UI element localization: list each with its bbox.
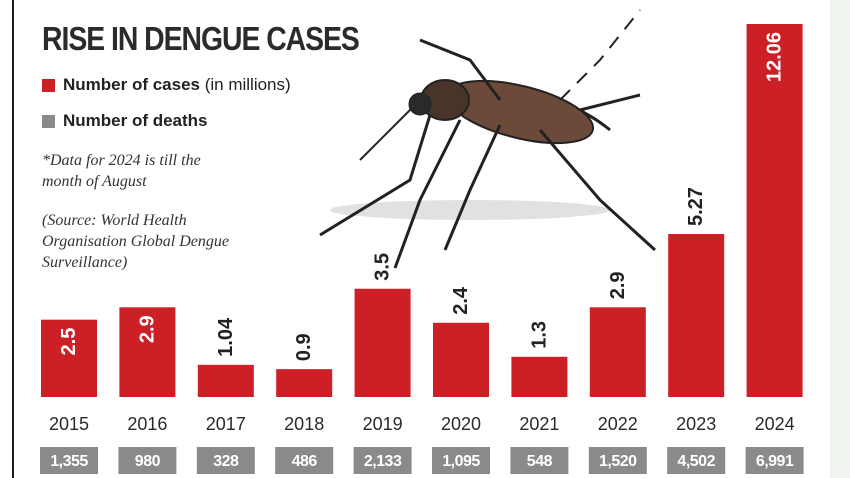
- legend-swatch-deaths: [42, 114, 55, 128]
- bar-2015: [41, 319, 97, 397]
- death-value-2023: 4,502: [677, 453, 715, 470]
- x-tick-label-2024: 2024: [755, 414, 795, 434]
- bar-value-label-2023: 5.27: [685, 187, 707, 226]
- bar-2017: [197, 364, 254, 397]
- death-value-2020: 1,095: [442, 453, 480, 470]
- bar-value-label-2019: 3.5: [372, 253, 394, 281]
- death-box-2022: [588, 447, 647, 474]
- legend-item-cases: Number of cases (in millions): [42, 75, 291, 95]
- death-box-2024: [745, 447, 804, 474]
- bar-2024: [746, 24, 803, 397]
- bar-value-label-2024: 12.06: [764, 32, 786, 82]
- death-value-2019: 2,133: [364, 453, 402, 470]
- legend-swatch-cases: [42, 78, 55, 92]
- x-tick-label-2018: 2018: [284, 414, 324, 434]
- bar-2016: [119, 307, 176, 397]
- mosquito-illustration: [319, 9, 657, 269]
- death-value-2024: 6,991: [756, 453, 794, 470]
- bar-value-label-2022: 2.9: [607, 271, 629, 299]
- legend-label-deaths: Number of deaths: [63, 111, 208, 130]
- death-value-2022: 1,520: [599, 453, 637, 470]
- x-tick-label-2020: 2020: [441, 414, 481, 434]
- death-box-2018: [275, 447, 334, 474]
- death-box-2020: [432, 447, 490, 474]
- left-border-line: [12, 0, 14, 478]
- death-value-2015: 1,355: [50, 453, 88, 470]
- bar-value-label-2021: 1.3: [528, 321, 550, 349]
- death-box-2023: [667, 447, 726, 474]
- x-tick-label-2019: 2019: [363, 414, 403, 434]
- bar-value-label-2020: 2.4: [450, 286, 472, 315]
- bar-2018: [276, 369, 333, 397]
- death-value-2016: 980: [135, 453, 161, 470]
- legend-item-deaths: Number of deaths: [42, 111, 208, 131]
- death-value-2017: 328: [213, 453, 239, 470]
- death-box-2021: [510, 447, 569, 474]
- bar-value-label-2018: 0.9: [293, 333, 315, 361]
- bar-value-label-2015: 2.5: [58, 328, 80, 356]
- chart-title: RISE IN DENGUE CASES: [42, 20, 360, 57]
- bar-2022: [589, 307, 646, 397]
- death-value-2018: 486: [292, 453, 318, 470]
- x-tick-label-2016: 2016: [127, 414, 167, 434]
- death-value-2021: 548: [527, 453, 553, 470]
- bar-2019: [354, 288, 411, 397]
- death-box-2015: [40, 447, 98, 474]
- x-tick-label-2017: 2017: [206, 414, 246, 434]
- x-tick-label-2022: 2022: [598, 414, 638, 434]
- right-edge-strip: [830, 0, 850, 478]
- source-note: (Source: World Health Organisation Globa…: [42, 212, 229, 271]
- death-box-2017: [196, 447, 255, 474]
- bar-2023: [668, 234, 725, 397]
- x-tick-label-2015: 2015: [49, 414, 89, 434]
- death-box-2019: [353, 447, 412, 474]
- bar-value-label-2017: 1.04: [215, 317, 237, 357]
- x-axis-labels: 2015 2016 2017 2018 2019 2020 2021 2022 2023 2024: [49, 414, 795, 434]
- bar-2021: [511, 356, 568, 397]
- x-tick-label-2021: 2021: [519, 414, 559, 434]
- legend-label-cases: Number of cases (in millions): [63, 75, 291, 94]
- death-box-2016: [118, 447, 177, 474]
- data-note: *Data for 2024 is till the month of Augu…: [42, 152, 201, 190]
- bar-2020: [433, 322, 489, 397]
- bar-value-label-2016: 2.9: [136, 315, 158, 343]
- x-tick-label-2023: 2023: [676, 414, 716, 434]
- death-count-row: 1,355 980 328 486 2,133 1,095 548 1,520 4,502 6,9…: [40, 447, 804, 474]
- bars-layer: 2.5 2.9 1.04 0.9 3.5 2.4 1.3 2.9 5.27 12.06: [41, 24, 803, 397]
